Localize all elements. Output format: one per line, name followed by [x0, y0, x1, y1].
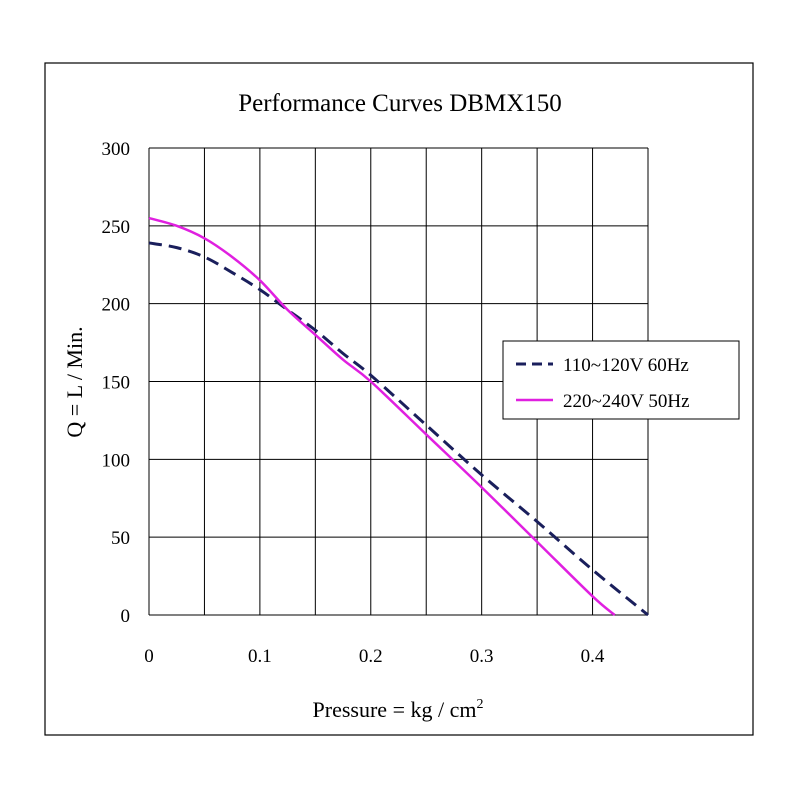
y-tick-labels: 0 50 100 150 200 250 300 [102, 139, 131, 627]
x-axis-label-text: Pressure = kg / cm [313, 697, 477, 722]
y-tick-label: 200 [102, 295, 131, 316]
x-axis-label: Pressure = kg / cm2 [313, 697, 484, 722]
series-line-2 [148, 216, 616, 616]
legend-entry-1: 110~120V 60Hz [563, 355, 689, 376]
y-tick-label: 300 [102, 139, 131, 160]
legend-entry-2: 220~240V 50Hz [563, 391, 690, 412]
y-tick-label: 100 [102, 450, 131, 471]
x-tick-label: 0.3 [470, 646, 494, 667]
y-axis-label: Q = L / Min. [62, 326, 87, 437]
legend: 110~120V 60Hz 220~240V 50Hz [502, 340, 740, 420]
x-axis-label-superscript: 2 [476, 697, 483, 712]
x-tick-label: 0.1 [248, 646, 272, 667]
x-tick-labels: 0 0.1 0.2 0.3 0.4 [144, 646, 605, 667]
x-tick-label: 0.4 [581, 646, 605, 667]
y-tick-label: 250 [102, 217, 131, 238]
chart-title: Performance Curves DBMX150 [238, 90, 562, 117]
legend-box [502, 340, 740, 420]
y-tick-label: 50 [111, 528, 130, 549]
x-tick-label: 0.2 [359, 646, 383, 667]
x-tick-label: 0 [144, 646, 154, 667]
y-tick-label: 150 [102, 373, 131, 394]
series-layer [148, 216, 649, 617]
series-line-1 [148, 241, 649, 617]
y-tick-label: 0 [121, 606, 131, 627]
